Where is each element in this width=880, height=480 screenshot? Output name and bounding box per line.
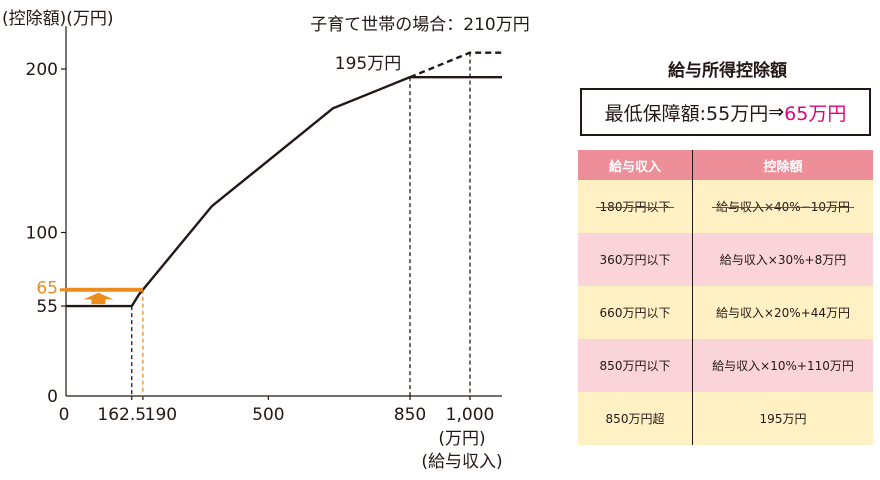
struck-income: 180万円以下 [595,198,675,215]
y-tick-label: 100 [26,224,58,244]
x-tick-label: 190 [145,405,177,425]
deduction-cell: 給与収入×40%−10万円 [692,180,873,233]
strikethrough-line [595,206,675,208]
table-row: 850万円以下 給与収入×10%+110万円 [578,339,873,392]
x-tick-label: 500 [252,405,284,425]
income-cell: 850万円超 [578,392,693,445]
minimum-new-value: 65万円 [784,102,847,125]
income-cell: 360万円以下 [578,233,693,286]
table-row: 360万円以下 給与収入×30%+8万円 [578,233,873,286]
table-row: 850万円超 195万円 [578,392,873,445]
child-rearing-label: 子育て世帯の場合：210万円 [310,15,529,35]
x-axis-unit: (万円) [438,429,485,449]
deduction-cell: 給与収入×30%+8万円 [692,233,873,286]
income-cell: 850万円以下 [578,339,693,392]
header-income: 給与収入 [578,150,693,180]
table-header-row: 給与収入 控除額 [578,150,873,180]
table-row: 180万円以下 給与収入×40%−10万円 [578,180,873,233]
arrow-symbol: ⇒ [768,101,785,123]
deduction-cell: 給与収入×10%+110万円 [692,339,873,392]
chart-axes [60,26,502,400]
deduction-cell: 195万円 [692,392,873,445]
chart-lines [66,51,502,308]
strikethrough-line [711,206,855,208]
up-arrow-icon [83,292,114,305]
deduction-cell: 給与収入×20%+44万円 [692,286,873,339]
y-axis-title: (控除額)(万円) [2,9,114,29]
cap-label: 195万円 [335,54,401,74]
income-cell: 180万円以下 [578,180,693,233]
deduction-table: 給与収入 控除額 180万円以下 給与収入×40%−10万円 360万円以下 給… [578,150,873,445]
minimum-old-value: 55万円 [706,102,769,125]
x-tick-label: 162.5 [97,405,146,425]
highlight-tick-label: 65 [36,279,58,299]
x-tick-label: 850 [394,405,426,425]
chart-guides [131,52,471,396]
header-deduction: 控除額 [692,150,873,180]
minimum-guarantee-box: 最低保障額: 55万円 ⇒ 65万円 [580,88,871,136]
y-tick-label: 55 [36,297,58,317]
x-tick-label: 0 [59,405,70,425]
series-current [66,75,502,308]
minimum-label: 最低保障額: [604,102,707,125]
series-child-rearing [409,51,502,79]
x-axis-title: (給与収入) [421,452,502,472]
struck-deduction: 給与収入×40%−10万円 [711,198,855,215]
y-tick-label: 0 [47,387,58,407]
x-tick-label: 1,000 [446,405,495,425]
y-tick-label: 200 [26,60,58,80]
table-row: 660万円以下 給与収入×20%+44万円 [578,286,873,339]
table-title: 給与所得控除額 [668,61,787,81]
income-cell: 660万円以下 [578,286,693,339]
